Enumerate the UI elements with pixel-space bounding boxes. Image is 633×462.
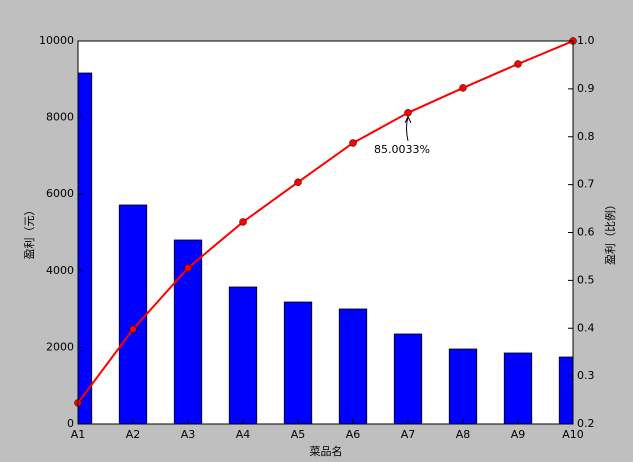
line-marker xyxy=(349,139,357,147)
x-tick-label: A5 xyxy=(291,428,306,441)
y-tick-label: 6000 xyxy=(46,187,74,200)
bar xyxy=(338,308,368,424)
y2-tick-label: 0.6 xyxy=(577,226,595,239)
y-axis-label: 盈利（元） xyxy=(23,205,36,260)
x-tick-label: A6 xyxy=(346,428,361,441)
bar xyxy=(448,348,478,424)
y2-axis-label: 盈利（比例） xyxy=(603,199,617,265)
annotation-arrow xyxy=(404,115,412,141)
x-tick-label: A1 xyxy=(71,428,86,441)
x-tick-label: A4 xyxy=(236,428,251,441)
bar xyxy=(503,352,533,424)
bar xyxy=(78,72,93,424)
y2-tick-label: 0.4 xyxy=(577,321,595,334)
cumulative-line xyxy=(78,41,573,404)
y2-tick-label: 0.2 xyxy=(577,417,595,430)
plot-area xyxy=(78,41,573,424)
x-tick-label: A2 xyxy=(126,428,141,441)
annotation: 85.0033% xyxy=(374,143,430,156)
x-tick-label: A10 xyxy=(562,428,584,441)
line-marker xyxy=(184,264,192,272)
line-marker xyxy=(239,218,247,226)
y-tick-label: 10000 xyxy=(39,34,74,47)
bar xyxy=(393,333,423,424)
bar xyxy=(558,356,573,424)
y2-tick-label: 0.9 xyxy=(577,82,595,95)
line-marker xyxy=(404,109,412,117)
y2-tick-label: 0.8 xyxy=(577,130,595,143)
bar xyxy=(118,204,148,424)
x-axis-label: 菜品名 xyxy=(310,444,343,458)
x-tick-label: A3 xyxy=(181,428,196,441)
y2-tick-label: 0.5 xyxy=(577,273,595,286)
y2-tick-label: 0.3 xyxy=(577,369,595,382)
line-marker xyxy=(459,84,467,92)
line-marker xyxy=(514,60,522,68)
y2-tick-label: 0.7 xyxy=(577,178,595,191)
x-tick-label: A9 xyxy=(511,428,526,441)
line-marker xyxy=(129,325,137,333)
x-tick-label: A8 xyxy=(456,428,471,441)
x-tick-label: A7 xyxy=(401,428,416,441)
line-marker xyxy=(294,178,302,186)
bar xyxy=(283,301,313,424)
bar xyxy=(228,286,258,424)
y-tick-label: 0 xyxy=(67,417,74,430)
y2-tick-label: 1.0 xyxy=(577,34,595,47)
y-tick-label: 4000 xyxy=(46,264,74,277)
y-tick-label: 2000 xyxy=(46,340,74,353)
y-tick-label: 8000 xyxy=(46,111,74,124)
